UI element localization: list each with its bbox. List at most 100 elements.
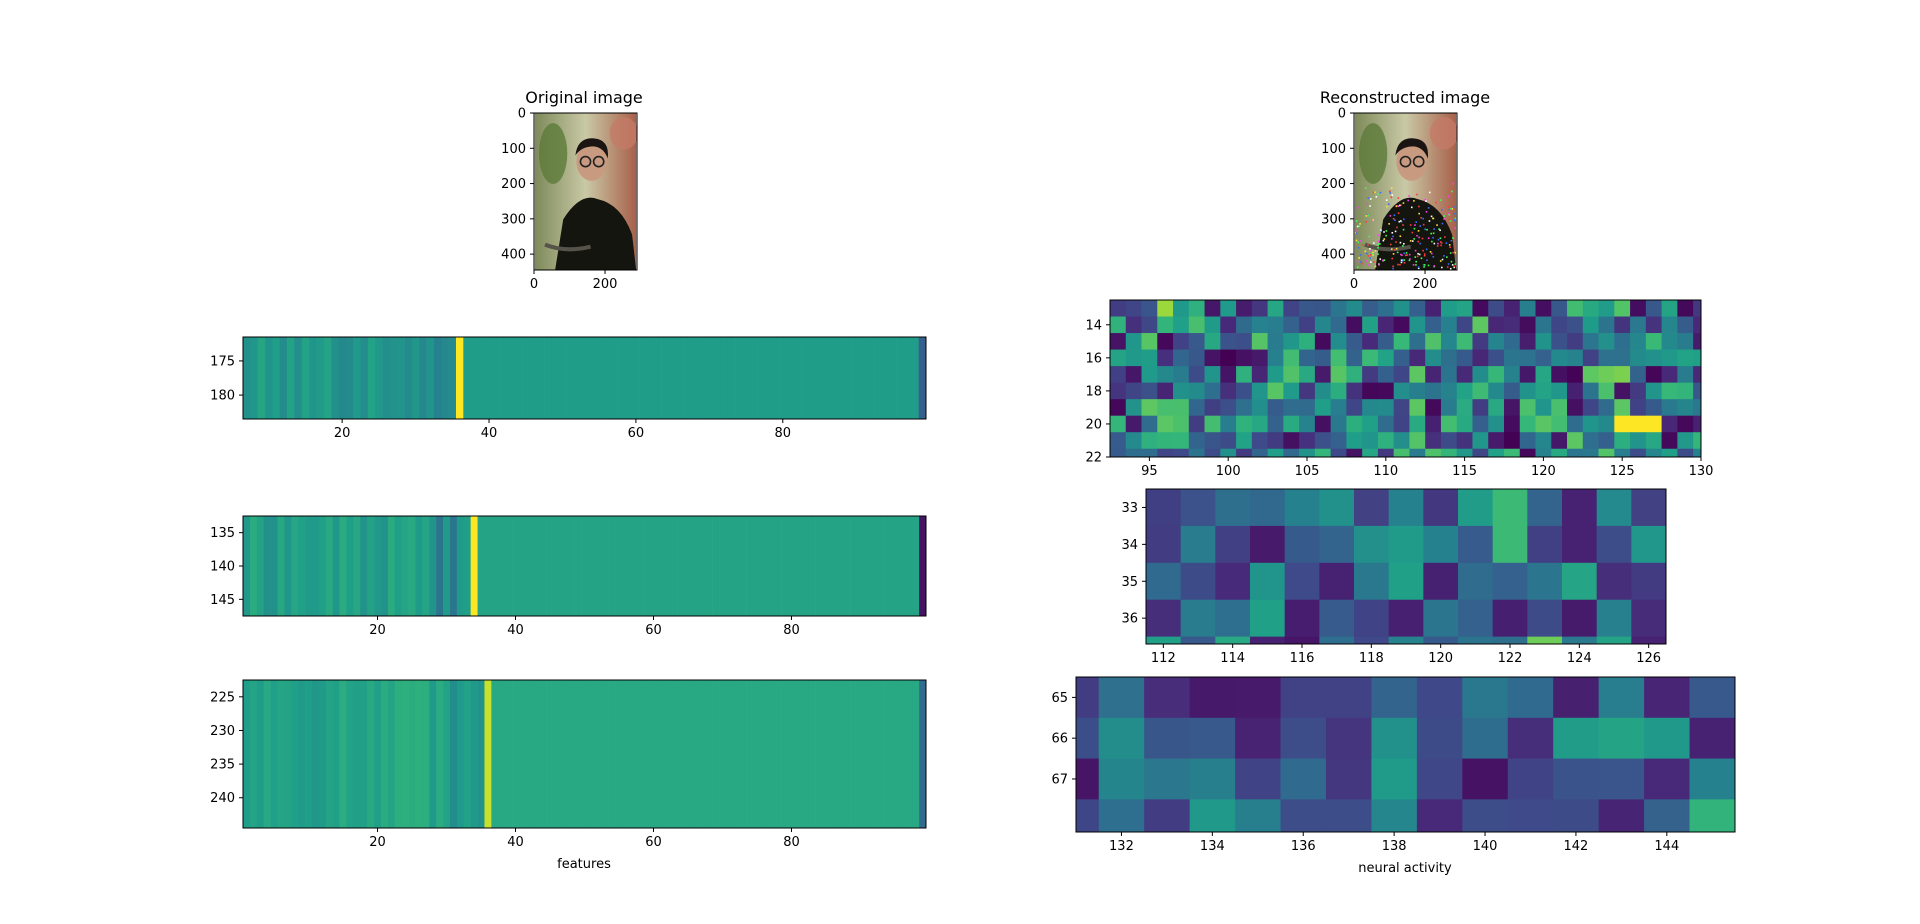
noise-pixel [1403, 262, 1406, 264]
heatmap-cell [1488, 432, 1505, 450]
heatmap-cell [1180, 489, 1216, 527]
x-tick-label: 110 [1373, 464, 1398, 479]
heatmap-cell [265, 337, 273, 419]
heatmap-cell [757, 337, 765, 419]
heatmap-cell [374, 680, 382, 828]
y-tick-label: 235 [210, 758, 235, 773]
heatmap-cell [477, 516, 485, 616]
noise-pixel [1412, 263, 1415, 266]
heatmap-cell [1504, 316, 1521, 334]
heatmap-cell [1567, 300, 1584, 317]
heatmap-cell [1330, 349, 1347, 367]
heatmap-cell [1488, 349, 1505, 367]
heatmap-cell [1472, 300, 1489, 317]
heatmap-cell [1596, 562, 1632, 601]
heatmap-cell [1456, 349, 1473, 367]
axes-frame [1075, 676, 1736, 833]
heatmap-cell [1251, 399, 1268, 417]
heatmap-cell [1553, 717, 1600, 759]
noise-pixel [1419, 242, 1422, 245]
noise-pixel [1407, 199, 1409, 202]
noise-pixel [1389, 215, 1392, 217]
heatmap-cell [1346, 448, 1363, 458]
noise-pixel [1359, 254, 1362, 256]
heatmap-cell [1535, 316, 1552, 334]
heatmap-cell [558, 337, 567, 419]
heatmap-cell [1346, 399, 1363, 417]
heatmap-cell [1110, 366, 1127, 384]
noise-pixel [1422, 223, 1425, 226]
noise-pixel [1370, 250, 1373, 252]
noise-pixel [1441, 209, 1443, 211]
noise-pixel [1373, 242, 1375, 244]
heatmap-cell [617, 337, 626, 419]
noise-pixel [1355, 232, 1358, 235]
heatmap-cell [1314, 415, 1332, 433]
noise-pixel [1423, 254, 1426, 257]
heatmap-cell [1598, 717, 1645, 759]
heatmap-cell [1283, 399, 1300, 417]
heatmap-cell [774, 680, 782, 828]
heatmap-cell [1440, 382, 1458, 400]
heatmap-cell [732, 680, 741, 828]
heatmap-cell [1314, 333, 1332, 350]
heatmap-cell [1220, 316, 1237, 334]
noise-pixel [1454, 217, 1457, 220]
noise-pixel [1379, 243, 1381, 245]
heatmap-cell [1280, 677, 1327, 719]
heatmap-cell [1645, 333, 1662, 350]
noise-pixel [1451, 190, 1453, 193]
heatmap-cell [1677, 349, 1694, 367]
heatmap-cell [387, 680, 396, 828]
heatmap-cell [1299, 448, 1316, 458]
heatmap-cell [746, 516, 754, 616]
heatmap-cell [1251, 300, 1268, 317]
heatmap-cell [690, 337, 699, 419]
heatmap-cell [522, 337, 530, 419]
heatmap-cell [771, 337, 780, 419]
heatmap-cell [1488, 382, 1505, 400]
heatmap-cell [1362, 349, 1379, 367]
heatmap-cell [1551, 415, 1568, 433]
heatmap-cell [301, 337, 310, 419]
heatmap-cell [1377, 333, 1395, 350]
noise-pixel [1415, 260, 1418, 263]
heatmap-cell [1188, 399, 1205, 417]
heatmap-cell [566, 337, 574, 419]
x-tick-label: 95 [1141, 464, 1158, 479]
y-tick-label: 100 [501, 142, 526, 157]
heatmap-cell [1598, 300, 1615, 317]
noise-pixel [1454, 227, 1457, 229]
heatmap-cell [1354, 525, 1390, 564]
noise-pixel [1415, 221, 1417, 223]
heatmap-cell [1504, 382, 1521, 400]
heatmap-cell [663, 680, 672, 828]
heatmap-cell [463, 516, 471, 616]
heatmap-cell [272, 337, 281, 419]
noise-pixel [1403, 218, 1405, 221]
noise-pixel [1366, 252, 1368, 255]
noise-pixel [1392, 265, 1394, 268]
noise-pixel [1449, 246, 1451, 249]
heatmap-cell [1251, 448, 1268, 458]
heatmap-cell [1456, 448, 1473, 458]
heatmap-cell [346, 516, 354, 616]
heatmap-cell [1173, 448, 1190, 458]
x-tick-label: 130 [1689, 464, 1714, 479]
noise-pixel [1399, 263, 1401, 266]
heatmap-cell [1283, 382, 1300, 400]
heatmap-cell [1299, 382, 1316, 400]
heatmap-cell [382, 337, 391, 419]
heatmap-cell [1416, 799, 1463, 833]
heatmap-cell [1144, 677, 1191, 719]
heatmap-cell [1377, 448, 1395, 458]
noise-pixel [1427, 264, 1430, 267]
heatmap-cell [305, 516, 313, 616]
heatmap-cell [845, 337, 853, 419]
heatmap-cell [801, 516, 810, 616]
heatmap-cell [525, 680, 534, 828]
heatmap-cell [1423, 599, 1459, 638]
heatmap-cell [553, 516, 561, 616]
heatmap-cell [1644, 717, 1690, 759]
noise-pixel [1386, 205, 1388, 208]
